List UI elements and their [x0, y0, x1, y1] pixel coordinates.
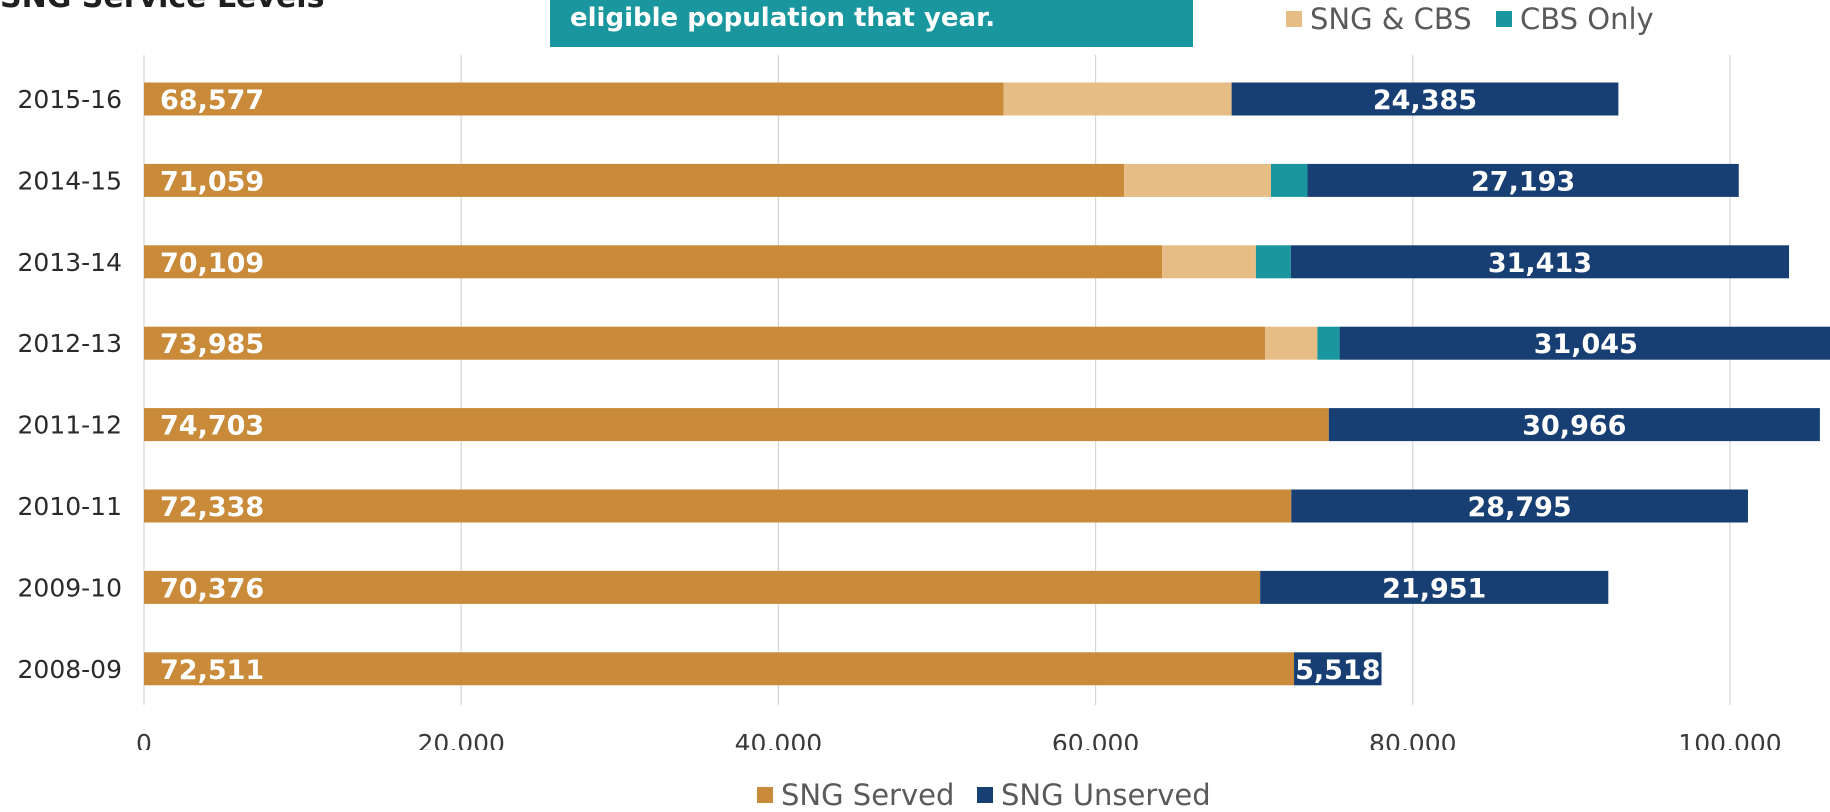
bar-sng-unserved-4 — [1328, 408, 1820, 442]
bar-sng-served-3 — [144, 326, 1266, 360]
y-tick-label-1: 2014-15 — [18, 166, 122, 195]
bar-sng-served-5 — [144, 489, 1292, 523]
legend-label-sng-served: SNG Served — [781, 778, 955, 812]
y-tick-label-0: 2015-16 — [18, 85, 122, 114]
x-tick-label-4: 80,000 — [1369, 729, 1456, 750]
x-tick-label-1: 20,000 — [417, 729, 504, 750]
bar-sng-served-1 — [144, 163, 1125, 197]
bar-sng-unserved-0 — [1231, 82, 1619, 116]
y-tick-label-7: 2008-09 — [18, 655, 122, 684]
bar-sng-unserved-2 — [1290, 245, 1790, 279]
data-label-served-4: 74,703 — [160, 411, 264, 442]
data-label-served-2: 70,109 — [160, 248, 264, 279]
bar-chart: 0 20,000 40,000 60,000 80,000 100,000 2015-16 6… — [18, 55, 1830, 750]
data-label-served-7: 72,511 — [160, 655, 264, 686]
bar-sng-cbs-2 — [1162, 245, 1256, 279]
bar-sng-served-6 — [144, 570, 1261, 604]
data-label-served-3: 73,985 — [160, 329, 264, 360]
legend-bottom-item-2: SNG Unserved — [977, 778, 1211, 812]
data-label-served-0: 68,577 — [160, 85, 264, 116]
legend-swatch-sng-unserved — [977, 787, 993, 803]
x-tick-label-0: 0 — [136, 729, 152, 750]
legend-label-sng-unserved: SNG Unserved — [1001, 778, 1211, 812]
legend-label-sng-cbs: SNG & CBS — [1310, 2, 1472, 36]
data-label-unserved-1: 27,193 — [1471, 166, 1575, 197]
bar-sng-served-2 — [144, 245, 1163, 279]
data-label-served-5: 72,338 — [160, 492, 264, 523]
bar-cbs-only-1 — [1270, 163, 1308, 197]
bar-sng-unserved-7 — [1294, 652, 1382, 686]
x-tick-label-5: 100,000 — [1678, 729, 1781, 750]
bar-sng-served-4 — [144, 408, 1329, 442]
legend-top-item-1: SNG & CBS — [1286, 2, 1472, 36]
bar-sng-cbs-1 — [1124, 163, 1271, 197]
data-label-unserved-6: 21,951 — [1382, 573, 1486, 604]
data-label-unserved-0: 24,385 — [1373, 85, 1477, 116]
legend-swatch-sng-served — [757, 787, 773, 803]
callout-box: eligible population that year. — [550, 0, 1193, 47]
y-tick-label-2: 2013-14 — [18, 248, 122, 277]
data-label-unserved-7: 5,518 — [1295, 655, 1380, 686]
bar-cbs-only-3 — [1317, 326, 1340, 360]
data-label-served-1: 71,059 — [160, 166, 264, 197]
data-label-unserved-3: 31,045 — [1534, 329, 1638, 360]
chart-title: SNG Service Levels — [0, 0, 324, 15]
y-tick-label-5: 2010-11 — [18, 492, 122, 521]
data-label-unserved-5: 28,795 — [1468, 492, 1572, 523]
y-tick-label-4: 2011-12 — [18, 411, 122, 440]
legend-top-item-2: CBS Only — [1496, 2, 1654, 36]
bar-sng-unserved-5 — [1291, 489, 1748, 523]
x-tick-label-2: 40,000 — [735, 729, 822, 750]
bar-sng-unserved-6 — [1260, 570, 1609, 604]
bar-sng-served-7 — [144, 652, 1295, 686]
bar-sng-unserved-1 — [1307, 163, 1739, 197]
legend-swatch-sng-cbs — [1286, 11, 1302, 27]
data-label-unserved-2: 31,413 — [1488, 248, 1592, 279]
bar-sng-cbs-0 — [1003, 82, 1232, 116]
legend-label-cbs-only: CBS Only — [1520, 2, 1654, 36]
y-tick-label-6: 2009-10 — [18, 573, 122, 602]
data-label-served-6: 70,376 — [160, 573, 264, 604]
data-label-unserved-4: 30,966 — [1522, 411, 1626, 442]
legend-swatch-cbs-only — [1496, 11, 1512, 27]
bar-sng-cbs-3 — [1265, 326, 1318, 360]
legend-bottom-item-1: SNG Served — [757, 778, 954, 812]
bar-sng-served-0 — [144, 82, 1004, 116]
y-tick-label-3: 2012-13 — [18, 329, 122, 358]
bar-cbs-only-2 — [1255, 245, 1291, 279]
x-tick-label-3: 60,000 — [1052, 729, 1139, 750]
bar-sng-unserved-3 — [1339, 326, 1830, 360]
